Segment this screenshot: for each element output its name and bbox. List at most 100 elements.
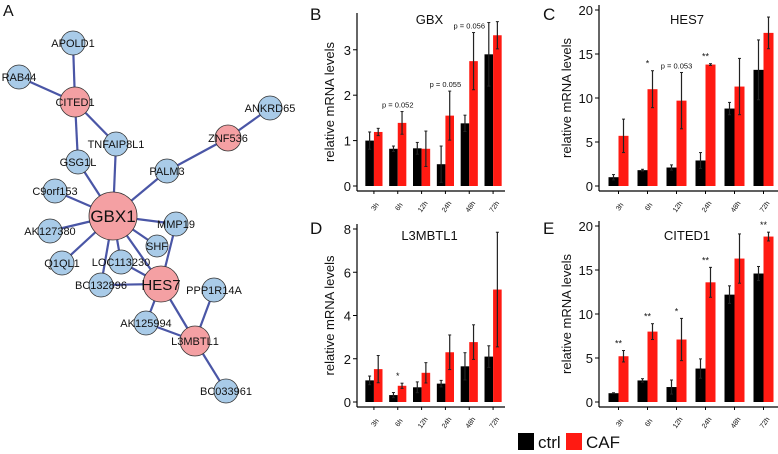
bar-caf (676, 100, 687, 186)
chart-title: L3MBTL1 (401, 228, 457, 243)
bar-caf (469, 342, 478, 402)
node-label: ANKRD65 (245, 103, 296, 115)
y-axis-label: relative mRNA levels (322, 255, 337, 375)
chart-gbx: 0 1 2 3 relative mRNA levels GBX 3h 6h p = 0.052… (322, 12, 505, 214)
y-tick-label: 8 (344, 222, 351, 237)
chart-l3mbtl1: 0 2 4 6 8 relative mRNA levels L3MBTL1 3h 6h * 12h… (322, 222, 505, 430)
node-circle (59, 86, 91, 118)
network-node[interactable]: Q1QL1 (44, 250, 80, 276)
network-node[interactable]: RAB44 (2, 64, 37, 90)
bar-caf (763, 32, 774, 186)
network-node[interactable]: AK127380 (24, 218, 76, 244)
network-node[interactable]: HES7 (141, 265, 181, 303)
x-tick-label: 6h (644, 202, 654, 212)
x-tick-label: 72h (759, 416, 771, 430)
bar-caf (647, 89, 658, 186)
node-circle (142, 265, 180, 303)
bar-ctrl (365, 140, 374, 186)
y-tick-label: 4 (344, 309, 351, 324)
bar-ctrl (389, 395, 398, 402)
bar-caf (469, 61, 478, 187)
node-label: APOLD1 (51, 38, 94, 50)
y-tick-label: 20 (579, 219, 593, 234)
x-tick-label: 48h (465, 200, 477, 214)
node-label: C9orf153 (32, 186, 77, 198)
network-node[interactable]: ZNF536 (208, 124, 248, 152)
y-tick-label: 0 (586, 395, 593, 410)
bar-ctrl (413, 148, 422, 186)
network-node[interactable]: PALM3 (149, 158, 185, 184)
node-circle (154, 158, 180, 184)
x-tick-label: 12h (672, 416, 684, 430)
bar-ctrl (666, 167, 677, 186)
network-node[interactable]: ANKRD65 (245, 95, 296, 121)
bar-ctrl (608, 177, 619, 186)
node-label: HES7 (141, 277, 180, 294)
x-tick-label: 3h (371, 418, 381, 428)
node-circle (108, 249, 134, 275)
y-tick-label: 2 (344, 352, 351, 367)
bar-ctrl (413, 387, 422, 402)
bar-ctrl (460, 366, 470, 402)
legend-swatch-ctrl (518, 433, 534, 450)
network-node[interactable]: BC132896 (75, 272, 127, 298)
node-circle (163, 211, 189, 237)
network-node[interactable]: APOLD1 (51, 30, 95, 56)
legend-swatch-caf (566, 433, 582, 450)
bar-caf (397, 122, 407, 186)
significance-annotation: p = 0.052 (382, 101, 414, 110)
network-node[interactable]: LOC113230 (92, 249, 151, 275)
y-tick-label: 5 (586, 135, 593, 150)
x-tick-label: 3h (615, 418, 625, 428)
network-node[interactable]: CITED1 (55, 86, 95, 118)
node-circle (214, 124, 242, 152)
node-circle (179, 325, 211, 357)
node-label: SHF (146, 241, 168, 253)
bar-ctrl (724, 294, 735, 402)
node-circle (6, 64, 32, 90)
network-node[interactable]: TNFAIP8L1 (88, 131, 145, 157)
network-node[interactable]: C9orf153 (32, 178, 78, 204)
significance-annotation: ** (702, 52, 710, 62)
node-label: TNFAIP8L1 (88, 139, 145, 151)
chart-title: CITED1 (664, 228, 710, 243)
chart-title: GBX (416, 12, 444, 27)
network-node[interactable]: SHF (145, 234, 169, 258)
y-tick-label: 0 (344, 395, 351, 410)
y-tick-label: 10 (579, 91, 593, 106)
bar-caf (421, 148, 431, 186)
bar-caf (445, 352, 454, 402)
legend-label-caf: CAF (586, 433, 620, 452)
bar-caf (373, 369, 383, 402)
bar-caf (647, 331, 658, 402)
network-node[interactable]: PPP1R14A (186, 277, 242, 303)
node-circle (103, 131, 129, 157)
network-node[interactable]: BC033961 (200, 378, 252, 404)
node-label: CITED1 (55, 97, 94, 109)
network-node[interactable]: MMP19 (157, 211, 195, 237)
node-label: AK127380 (24, 226, 75, 238)
network-node[interactable]: AK125994 (120, 310, 172, 336)
panel-label-e: E (543, 219, 554, 238)
network-node[interactable]: GSG1L (60, 149, 97, 175)
significance-annotation: p = 0.053 (661, 61, 693, 70)
significance-annotation: p = 0.055 (430, 80, 462, 89)
node-circle (213, 378, 239, 404)
x-tick-label: 12h (672, 200, 684, 214)
panel-label-a: A (3, 3, 14, 20)
network-node[interactable]: L3MBTL1 (171, 325, 219, 357)
bar-ctrl (608, 393, 619, 402)
panel-label-b: B (310, 5, 321, 24)
y-axis-label: relative mRNA levels (559, 254, 574, 374)
y-axis-label: relative mRNA levels (322, 42, 337, 162)
significance-annotation: ** (760, 220, 768, 230)
chart-title: HES7 (670, 12, 704, 27)
x-tick-label: 24h (441, 416, 453, 430)
node-label: BC033961 (200, 386, 252, 398)
y-tick-label: 15 (579, 47, 593, 62)
network-node[interactable]: GBX1 (88, 191, 138, 241)
x-tick-label: 72h (759, 200, 771, 214)
bar-caf (734, 258, 745, 402)
x-tick-label: 24h (701, 416, 713, 430)
